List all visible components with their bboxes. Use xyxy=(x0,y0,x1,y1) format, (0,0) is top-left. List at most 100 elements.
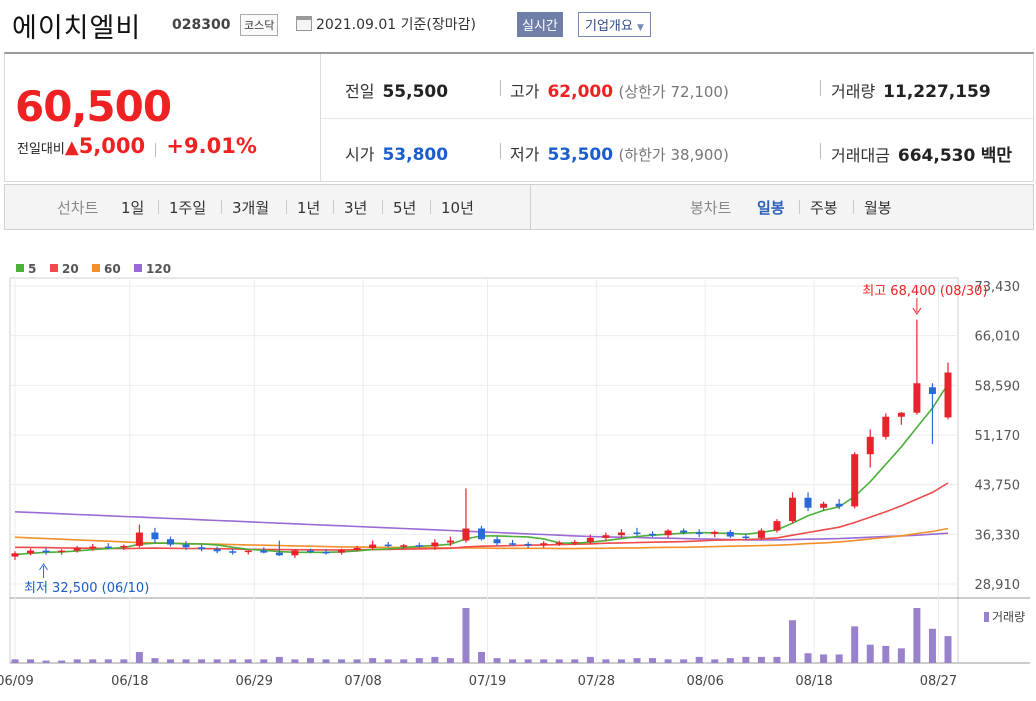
candle-body xyxy=(944,372,952,418)
candle-body xyxy=(462,528,470,541)
chart-period-tabs: 선차트 1일 1주일 3개월 1년 3년 5년 10년 봉차트 일봉 주봉 월봉 xyxy=(4,184,1034,230)
candle-body xyxy=(602,535,610,538)
volume-bar xyxy=(229,659,237,663)
candle-body xyxy=(649,533,657,536)
candle-body xyxy=(789,497,796,522)
candle-body xyxy=(446,540,454,543)
candle-body xyxy=(571,541,579,544)
candle-body xyxy=(726,531,734,537)
volume-bar xyxy=(897,648,905,663)
volume-bar xyxy=(400,659,408,663)
volume-bar xyxy=(27,659,35,663)
legend-label: 60 xyxy=(104,262,121,276)
candle-body xyxy=(773,521,781,531)
legend-swatch xyxy=(92,264,100,272)
tab-weekly[interactable]: 주봉 xyxy=(810,199,838,217)
volume-legend-swatch xyxy=(984,612,989,622)
volume-bar xyxy=(944,636,952,663)
candle-body xyxy=(120,545,128,548)
tab-1y[interactable]: 1년 xyxy=(297,199,321,217)
candle-body xyxy=(835,503,843,507)
candle-body xyxy=(27,550,35,554)
volume-bar xyxy=(524,659,532,663)
tab-1w[interactable]: 1주일 xyxy=(169,199,207,217)
high-arrow-head xyxy=(912,307,922,315)
candle-body xyxy=(633,532,641,535)
candle-body xyxy=(11,553,19,557)
volume-bar xyxy=(773,656,781,663)
volume-bar xyxy=(244,659,252,663)
calendar-icon xyxy=(296,16,312,31)
prev-close: 전일 55,500 xyxy=(345,82,449,102)
up-arrow-icon: ▲ xyxy=(64,137,79,158)
company-overview-dropdown[interactable]: 기업개요 ▼ xyxy=(578,12,651,37)
stock-code: 028300 xyxy=(172,17,231,33)
candle-body xyxy=(306,550,314,553)
legend-label: 20 xyxy=(62,262,79,276)
base-date: 2021.09.01 기준(장마감) xyxy=(316,17,476,33)
realtime-button[interactable]: 실시간 xyxy=(517,12,563,37)
volume-bar xyxy=(11,659,19,663)
candle-body xyxy=(617,532,625,536)
volume-bar xyxy=(478,652,485,663)
volume-bar xyxy=(493,658,501,663)
candle-body xyxy=(415,545,423,547)
volume-bar xyxy=(835,654,843,663)
x-tick-label: 07/28 xyxy=(578,674,615,689)
tab-monthly[interactable]: 월봉 xyxy=(864,199,892,217)
candle-body xyxy=(711,531,719,534)
volume-bar xyxy=(415,658,423,663)
candle-chart-label: 봉차트 xyxy=(690,199,732,217)
volume-bar xyxy=(711,659,719,663)
tab-5y[interactable]: 5년 xyxy=(393,199,417,217)
volume-bar xyxy=(291,659,299,663)
volume-bar xyxy=(135,652,143,663)
volume-bar xyxy=(851,626,859,663)
candle-body xyxy=(244,550,252,553)
volume-bar xyxy=(913,608,921,663)
legend-swatch xyxy=(16,264,24,272)
tab-3y[interactable]: 3년 xyxy=(344,199,368,217)
volume-bar xyxy=(446,658,454,663)
candle-body xyxy=(182,544,190,548)
volume-bar xyxy=(928,628,936,663)
candle-body xyxy=(167,539,174,545)
candle-body xyxy=(42,550,50,553)
x-tick-label: 06/18 xyxy=(111,674,148,689)
volume-bar xyxy=(742,656,750,663)
change-percent: +9.01% xyxy=(166,134,257,158)
open-price: 시가 53,800 xyxy=(345,145,449,165)
company-overview-label: 기업개요 xyxy=(585,19,633,34)
volume-bar xyxy=(306,658,314,663)
y-tick-label: 58,590 xyxy=(975,379,1021,394)
tab-3m[interactable]: 3개월 xyxy=(232,199,270,217)
volume-bar xyxy=(369,658,377,663)
low-arrow-head xyxy=(39,563,48,571)
candle-body xyxy=(338,549,346,553)
volume-bar xyxy=(42,660,50,663)
candle-body xyxy=(229,551,237,553)
volume-bar xyxy=(664,659,672,663)
volume-bar xyxy=(586,656,594,663)
candle-body xyxy=(73,547,81,551)
y-tick-label: 51,170 xyxy=(975,429,1021,444)
candle-body xyxy=(260,550,268,553)
tab-10y[interactable]: 10년 xyxy=(441,199,474,217)
candle-body xyxy=(104,546,112,549)
volume-bar xyxy=(167,659,174,663)
x-tick-label: 08/27 xyxy=(920,674,957,689)
candle-body xyxy=(322,551,330,554)
volume-bar xyxy=(633,658,641,663)
tab-1d[interactable]: 1일 xyxy=(121,199,145,217)
candle-body xyxy=(804,497,812,508)
change-label: 전일대비 xyxy=(17,142,65,157)
volume-bar xyxy=(882,645,890,663)
chevron-down-icon: ▼ xyxy=(636,23,644,33)
volume-bar xyxy=(757,656,765,663)
tab-daily[interactable]: 일봉 xyxy=(757,199,785,217)
candle-body xyxy=(493,539,501,544)
volume-bar xyxy=(338,659,346,663)
candle-body xyxy=(384,544,392,547)
ma-line-20 xyxy=(14,482,949,551)
